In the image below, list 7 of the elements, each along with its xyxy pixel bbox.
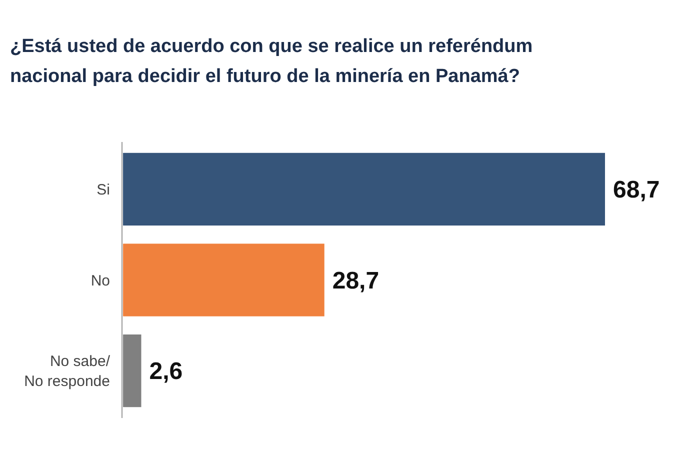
data-label: 2,6 [149,358,183,386]
y-tick-label: No [90,272,110,290]
data-label: 68,7 [613,176,660,204]
y-tick-label: No sabe/ No responde [24,353,111,390]
y-tick-label: Si [96,181,110,198]
chart-title: ¿Está usted de acuerdo con que se realice un referéndum nacional para decidir el futuro de la minería en Panamá? [10,36,533,87]
data-label: 28,7 [332,267,380,294]
